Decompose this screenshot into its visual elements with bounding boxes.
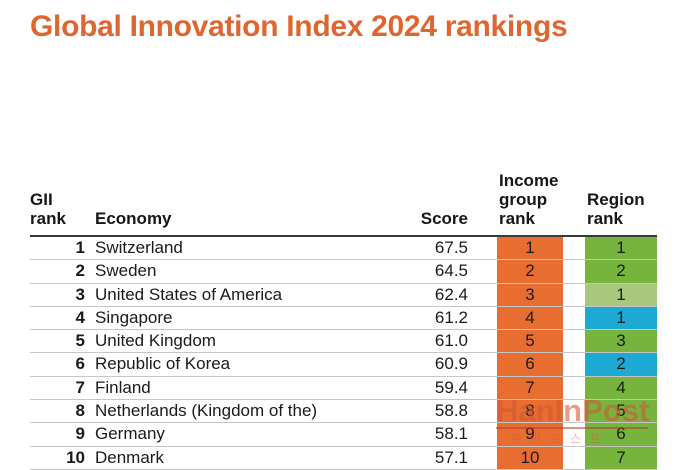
region-rank-cell: 6 [585,423,657,446]
table-row: 5 United Kingdom 61.0 5 3 [30,330,657,354]
gii-rank-value: 5 [75,331,85,351]
income-group-rank-cell: 7 [497,376,563,400]
gii-rank-value: 3 [75,284,85,304]
region-rank-cell: 4 [585,376,657,400]
region-rank-cell: 5 [585,400,657,423]
table-row: 6 Republic of Korea 60.9 6 2 [30,353,657,377]
score-value: 58.1 [434,424,468,444]
region-rank-cell: 3 [585,330,657,353]
column-header-income-group-rank: Income group rank [499,170,559,228]
economy-name: Denmark [95,447,164,467]
economy-name: Germany [95,424,165,444]
economy-name: Singapore [95,307,173,327]
table-body: 1 Switzerland 67.5 1 1 2 Sweden 64.5 2 2… [30,237,657,470]
economy-name: Sweden [95,261,157,281]
table-row: 7 Finland 59.4 7 4 [30,376,657,401]
column-header-region-rank: Region rank [587,189,645,228]
income-group-rank-cell: 5 [497,330,563,353]
table-header-row: GII rank Economy Score Income group rank… [30,165,657,237]
score-value: 64.5 [434,261,468,281]
table-row: 9 Germany 58.1 9 6 [30,423,657,447]
region-rank-cell: 2 [585,260,657,283]
gii-rank-value: 6 [75,354,85,374]
table-row: 4 Singapore 61.2 4 1 [30,306,657,331]
score-value: 67.5 [434,238,468,257]
economy-name: United States of America [95,284,283,304]
region-rank-cell: 2 [585,353,657,376]
gii-rank-value: 9 [75,424,85,444]
table-row: 3 United States of America 62.4 3 1 [30,283,657,307]
column-header-economy: Economy [95,208,172,228]
gii-rank-value: 8 [75,401,85,421]
score-value: 59.4 [434,377,468,397]
region-rank-cell: 1 [585,283,657,306]
column-header-score: Score [420,208,468,228]
rankings-table: GII rank Economy Score Income group rank… [30,165,657,470]
table-row: 8 Netherlands (Kingdom of the) 58.8 8 5 [30,400,657,424]
income-group-rank-cell: 4 [497,306,563,330]
economy-name: Switzerland [95,238,183,257]
score-value: 61.0 [434,331,468,351]
income-group-rank-cell: 3 [497,283,563,306]
score-value: 60.9 [434,354,468,374]
gii-rank-value: 1 [75,238,85,257]
economy-name: United Kingdom [95,331,216,351]
score-value: 62.4 [434,284,468,304]
economy-name: Netherlands (Kingdom of the) [95,401,318,421]
income-group-rank-cell: 10 [497,446,563,469]
column-header-gii-rank: GII rank [30,189,66,228]
gii-rank-value: 10 [66,447,85,467]
score-value: 61.2 [434,307,468,327]
page-title: Global Innovation Index 2024 rankings [30,10,568,43]
income-group-rank-cell: 8 [497,400,563,423]
economy-name: Republic of Korea [95,354,231,374]
table-row: 2 Sweden 64.5 2 2 [30,260,657,284]
score-value: 57.1 [434,447,468,467]
table-row: 1 Switzerland 67.5 1 1 [30,237,657,261]
gii-rank-value: 2 [75,261,85,281]
gii-rank-value: 4 [75,307,85,327]
income-group-rank-cell: 2 [497,260,563,283]
income-group-rank-cell: 1 [497,237,563,260]
region-rank-cell: 1 [585,237,657,260]
region-rank-cell: 7 [585,446,657,469]
score-value: 58.8 [434,401,468,421]
income-group-rank-cell: 9 [497,423,563,446]
region-rank-cell: 1 [585,306,657,330]
gii-rank-value: 7 [75,377,85,397]
economy-name: Finland [95,377,151,397]
table-row: 10 Denmark 57.1 10 7 [30,446,657,470]
income-group-rank-cell: 6 [497,353,563,376]
